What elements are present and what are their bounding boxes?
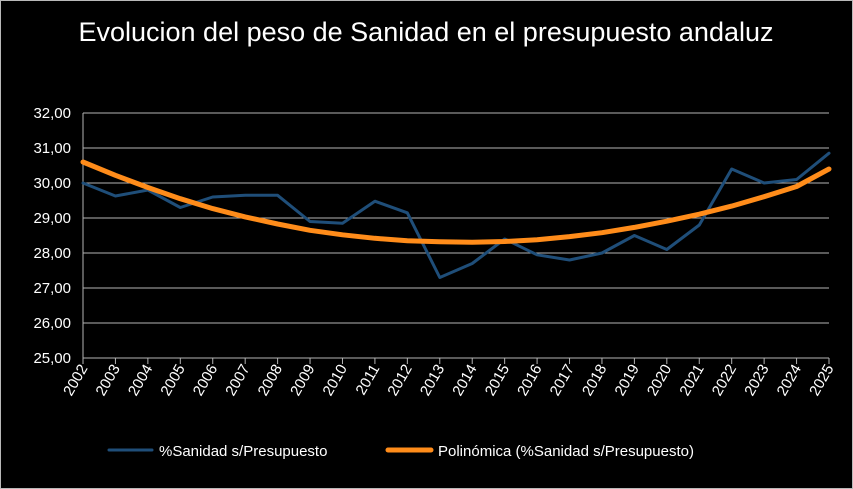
x-tick-label: 2007 [222, 362, 253, 399]
x-tick-label: 2016 [514, 362, 545, 399]
y-axis-ticks: 25,00 26,00 27,00 28,00 29,00 30,00 31,00 32,00 [33, 105, 71, 367]
x-tick-label: 2005 [157, 362, 188, 399]
x-tick-label: 2024 [774, 362, 805, 399]
x-tick-label: 2002 [60, 362, 91, 399]
x-axis-ticks: 2002 2003 2004 2005 2006 2007 2008 2009 2010 2011… [60, 362, 837, 399]
y-tick-label: 32,00 [33, 105, 71, 122]
x-tick-label: 2025 [806, 362, 837, 399]
y-tick-label: 30,00 [33, 175, 71, 192]
y-tick-label: 25,00 [33, 350, 71, 367]
x-tick-label: 2015 [482, 362, 513, 399]
x-tick-label: 2019 [611, 362, 642, 399]
x-tick-label: 2003 [92, 362, 123, 399]
x-tick-label: 2018 [579, 362, 610, 399]
x-tick-label: 2009 [287, 362, 318, 399]
x-tick-label: 2023 [741, 362, 772, 399]
x-tick-label: 2012 [384, 362, 415, 399]
x-tick-label: 2006 [190, 362, 221, 399]
x-tick-label: 2004 [125, 362, 156, 399]
y-tick-label: 28,00 [33, 245, 71, 262]
x-tick-label: 2011 [353, 362, 384, 398]
x-tick-label: 2022 [709, 362, 740, 399]
y-tick-label: 26,00 [33, 315, 71, 332]
legend: %Sanidad s/Presupuesto Polinómica (%Sanid… [107, 443, 694, 460]
x-tick-label: 2013 [417, 362, 448, 399]
legend-entry: Polinómica (%Sanidad s/Presupuesto) [438, 443, 694, 460]
x-tick-label: 2017 [547, 362, 578, 399]
x-tick-label: 2010 [320, 362, 351, 399]
x-tick-label: 2014 [449, 362, 480, 399]
y-tick-label: 31,00 [33, 140, 71, 157]
series-line-sanidad [81, 151, 831, 279]
y-tick-label: 27,00 [33, 280, 71, 297]
x-tick-label: 2008 [255, 362, 286, 399]
series-lines [80, 151, 832, 279]
y-tick-label: 29,00 [33, 210, 71, 227]
chart-title: Evolucion del peso de Sanidad en el pres… [78, 17, 774, 47]
x-tick-label: 2021 [676, 362, 707, 399]
x-tick-label: 2020 [644, 362, 675, 399]
gridlines [82, 112, 830, 364]
series-line-polinomica [80, 159, 832, 245]
legend-entry: %Sanidad s/Presupuesto [159, 443, 327, 460]
